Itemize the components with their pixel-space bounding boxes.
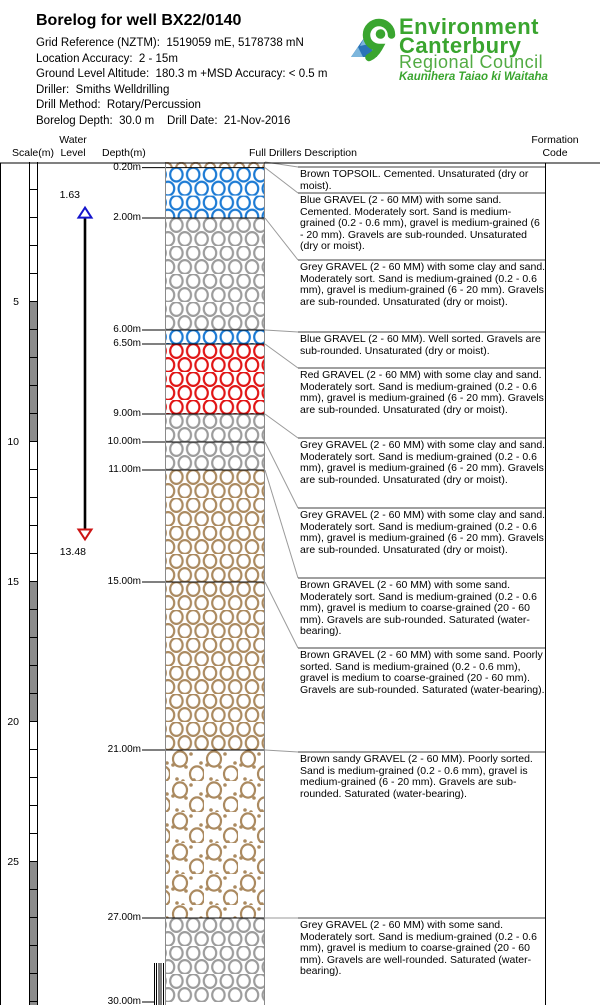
- scale-bar-cell: [30, 750, 37, 778]
- logo-text-regional-council: Regional Council: [399, 52, 544, 72]
- well-screen-hatch: [154, 963, 165, 1005]
- metadata-line: Location Accuracy: 2 - 15m: [36, 52, 178, 65]
- scale-bar-cell: [30, 246, 37, 274]
- scale-bar-cell: [30, 330, 37, 358]
- column-header-scale: Scale(m): [12, 147, 55, 159]
- depth-label: 30.00m: [107, 996, 141, 1005]
- water-level-upper-value: 1.63: [59, 188, 80, 201]
- scale-bar-cell: [30, 498, 37, 526]
- depth-label: 9.00m: [113, 408, 141, 419]
- water-level-lower-value: 13.48: [59, 546, 86, 559]
- depth-label: 10.00m: [107, 436, 141, 447]
- lithology-layer: [165, 470, 265, 582]
- scale-bar-cell: [30, 722, 37, 750]
- layer-description: Grey GRAVEL (2 - 60 MM) with some sand. …: [300, 919, 537, 978]
- lithology-layer: [165, 167, 265, 218]
- lithology-layer: [165, 162, 265, 168]
- layer-description: Grey GRAVEL (2 - 60 MM) with some clay a…: [300, 439, 546, 486]
- lithology-layer: [165, 330, 265, 344]
- depth-label: 6.00m: [113, 324, 141, 335]
- water-level-upper-icon: [76, 205, 94, 219]
- lithology-layer: [165, 442, 265, 470]
- column-header-formation-code: Formation Code: [515, 134, 595, 160]
- scale-tick-label: 20: [7, 716, 19, 728]
- depth-scale-bar: [29, 162, 38, 1005]
- layer-description: Blue GRAVEL (2 - 60 MM) with some sand. …: [300, 194, 540, 253]
- scale-bar-cell: [30, 638, 37, 666]
- layer-description: Red GRAVEL (2 - 60 MM) with some clay an…: [300, 369, 544, 416]
- metadata-line: Borelog Depth: 30.0 m Drill Date: 21-Nov…: [36, 114, 291, 127]
- depth-label: 27.00m: [107, 912, 141, 923]
- well-metadata: Grid Reference (NZTM): 1519059 mE, 51787…: [36, 36, 327, 129]
- depth-label: 6.50m: [113, 338, 141, 349]
- logo-tagline: Kaunihera Taiao ki Waitaha: [399, 71, 548, 83]
- scale-bar-cell: [30, 218, 37, 246]
- environment-canterbury-logo-icon: [351, 18, 396, 62]
- scale-bar-cell: [30, 162, 37, 190]
- logo-text-canterbury: Canterbury: [399, 33, 522, 58]
- column-header-depth: Depth(m): [102, 147, 146, 159]
- lithology-layer: [165, 750, 265, 918]
- scale-bar-cell: [30, 582, 37, 610]
- scale-bar-cell: [30, 274, 37, 302]
- column-header-code: Code: [542, 147, 568, 159]
- scale-bar-cell: [30, 190, 37, 218]
- scale-tick-label: 5: [13, 296, 19, 308]
- lithology-layer: [165, 918, 265, 1002]
- scale-tick-label: 10: [7, 436, 19, 448]
- scale-bar-cell: [30, 1002, 37, 1005]
- depth-label: 15.00m: [107, 576, 141, 587]
- scale-bar-cell: [30, 946, 37, 974]
- scale-bar-cell: [30, 554, 37, 582]
- scale-bar-cell: [30, 806, 37, 834]
- page-title: Borelog for well BX22/0140: [36, 12, 242, 29]
- depth-label: 2.00m: [113, 212, 141, 223]
- water-level-lower-icon: [76, 528, 94, 542]
- column-header-description: Full Drillers Description: [249, 147, 357, 159]
- layer-description: Brown GRAVEL (2 - 60 MM) with some sand.…: [300, 649, 545, 696]
- layer-description: Blue GRAVEL (2 - 60 MM). Well sorted. Gr…: [300, 333, 541, 357]
- scale-bar-cell: [30, 526, 37, 554]
- lithology-layer: [165, 582, 265, 750]
- layer-description: Grey GRAVEL (2 - 60 MM) with some clay a…: [300, 509, 546, 556]
- scale-tick-label: 25: [7, 856, 19, 868]
- lithology-layer: [165, 344, 265, 414]
- lithology-layer: [165, 218, 265, 330]
- metadata-line: Driller: Smiths Welldrilling: [36, 83, 170, 96]
- scale-bar-cell: [30, 470, 37, 498]
- layer-description: Grey GRAVEL (2 - 60 MM) with some clay a…: [300, 261, 546, 308]
- scale-bar-cell: [30, 694, 37, 722]
- scale-bar-cell: [30, 610, 37, 638]
- scale-bar-cell: [30, 386, 37, 414]
- layer-description: Brown sandy GRAVEL (2 - 60 MM). Poorly s…: [300, 753, 533, 800]
- column-header-level: Level: [60, 147, 86, 159]
- scale-bar-cell: [30, 890, 37, 918]
- column-header-water-level: Water Level: [52, 134, 94, 160]
- depth-label: 11.00m: [108, 464, 141, 475]
- scale-tick-label: 15: [7, 576, 19, 588]
- lithology-layer: [165, 414, 265, 442]
- depth-label: 0.20m: [113, 161, 141, 173]
- scale-bar-cell: [30, 414, 37, 442]
- depth-label: 21.00m: [107, 744, 141, 755]
- layer-description: Brown GRAVEL (2 - 60 MM) with some sand.…: [300, 579, 537, 638]
- metadata-line: Ground Level Altitude: 180.3 m +MSD Accu…: [36, 68, 328, 80]
- scale-bar-cell: [30, 358, 37, 386]
- scale-bar-cell: [30, 442, 37, 470]
- layer-description: Brown TOPSOIL. Cemented. Unsaturated (dr…: [300, 168, 529, 192]
- scale-bar-cell: [30, 918, 37, 946]
- scale-bar-cell: [30, 302, 37, 330]
- scale-bar-cell: [30, 974, 37, 1002]
- logo-text-environment: Environment: [399, 14, 539, 39]
- column-header-formation: Formation: [531, 134, 579, 146]
- scale-bar-cell: [30, 834, 37, 862]
- scale-bar-cell: [30, 666, 37, 694]
- scale-bar-cell: [30, 862, 37, 890]
- borelog-drawing: [0, 161, 600, 1005]
- metadata-line: Drill Method: Rotary/Percussion: [36, 99, 201, 111]
- column-header-water: Water: [59, 134, 87, 146]
- scale-bar-cell: [30, 778, 37, 806]
- metadata-line: Grid Reference (NZTM): 1519059 mE, 51787…: [36, 37, 304, 49]
